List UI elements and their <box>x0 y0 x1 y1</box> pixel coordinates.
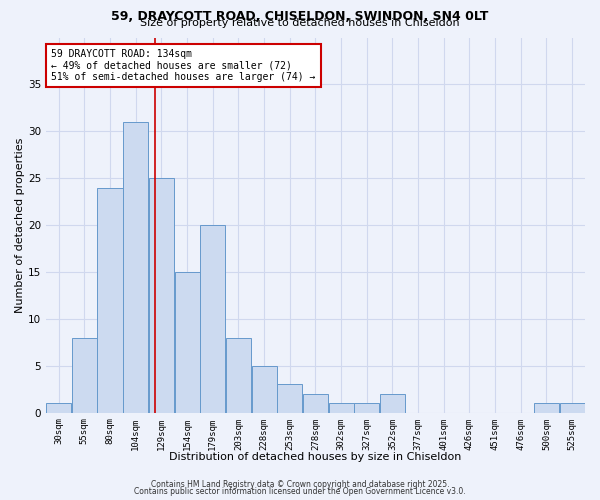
Y-axis label: Number of detached properties: Number of detached properties <box>15 138 25 312</box>
Text: Size of property relative to detached houses in Chiseldon: Size of property relative to detached ho… <box>140 18 460 28</box>
Text: 59 DRAYCOTT ROAD: 134sqm
← 49% of detached houses are smaller (72)
51% of semi-d: 59 DRAYCOTT ROAD: 134sqm ← 49% of detach… <box>51 49 316 82</box>
Bar <box>380 394 405 412</box>
Bar <box>123 122 148 412</box>
Bar <box>560 403 585 412</box>
Bar <box>97 188 122 412</box>
Bar <box>175 272 200 412</box>
Text: Contains public sector information licensed under the Open Government Licence v3: Contains public sector information licen… <box>134 487 466 496</box>
Bar <box>46 403 71 412</box>
Bar <box>277 384 302 412</box>
Bar <box>303 394 328 412</box>
Bar <box>329 403 353 412</box>
Bar <box>149 178 174 412</box>
Bar <box>251 366 277 412</box>
X-axis label: Distribution of detached houses by size in Chiseldon: Distribution of detached houses by size … <box>169 452 461 462</box>
Bar <box>534 403 559 412</box>
Text: Contains HM Land Registry data © Crown copyright and database right 2025.: Contains HM Land Registry data © Crown c… <box>151 480 449 489</box>
Bar <box>200 225 226 412</box>
Bar <box>226 338 251 412</box>
Bar <box>354 403 379 412</box>
Text: 59, DRAYCOTT ROAD, CHISELDON, SWINDON, SN4 0LT: 59, DRAYCOTT ROAD, CHISELDON, SWINDON, S… <box>112 10 488 23</box>
Bar <box>72 338 97 412</box>
